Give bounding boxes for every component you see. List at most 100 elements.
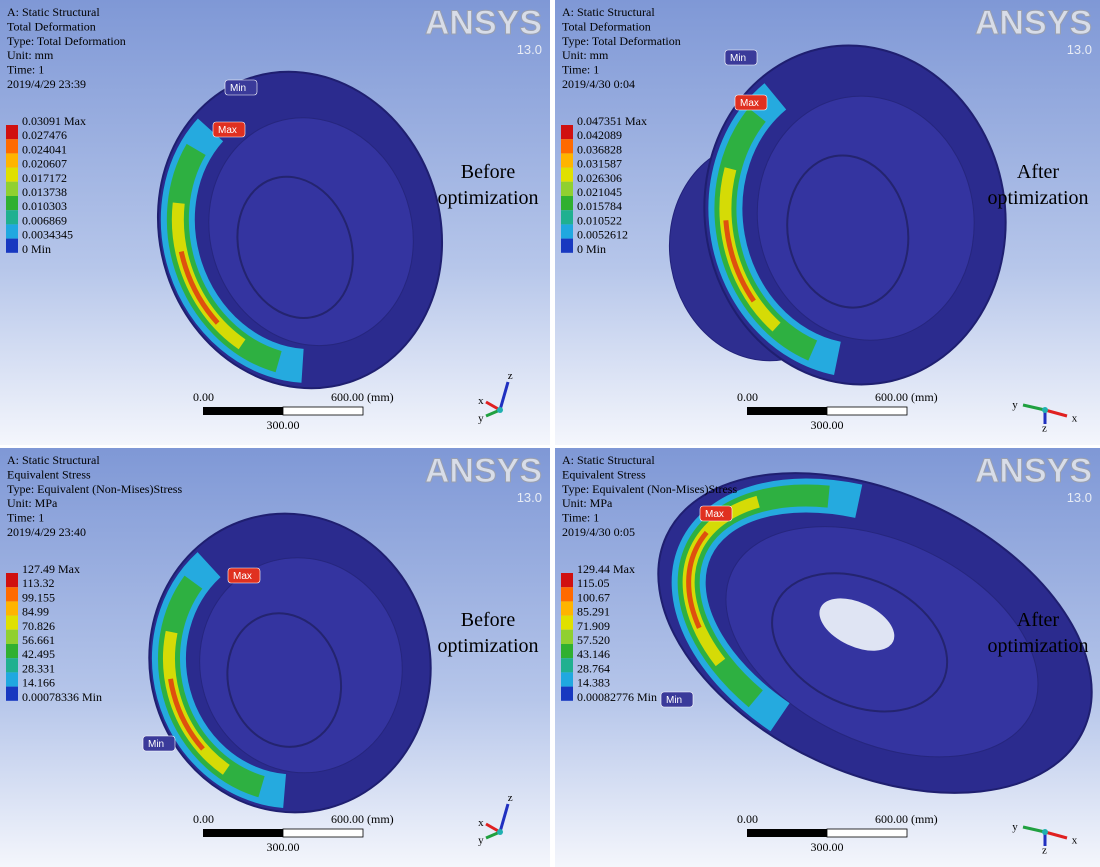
legend-label: 0.010522: [577, 213, 622, 227]
header-line: 2019/4/30 0:05: [562, 525, 635, 539]
triad-label: x: [478, 395, 484, 407]
legend-swatch: [6, 587, 18, 601]
legend-label: 0.010303: [22, 199, 67, 213]
legend-label: 43.146: [577, 647, 610, 661]
caption: optimization: [987, 635, 1088, 657]
legend-label: 0.0052612: [577, 228, 628, 242]
scale-left: 0.00: [737, 390, 758, 404]
tag-max-label: Max: [218, 125, 237, 136]
version: 13.0: [1067, 42, 1092, 57]
legend-swatch: [6, 644, 18, 658]
triad-label: z: [1042, 423, 1047, 435]
logo: ANSYS: [975, 452, 1092, 490]
scale-mid: 300.00: [267, 840, 300, 854]
triad-label: z: [508, 370, 513, 382]
legend-swatch: [561, 672, 573, 686]
legend-swatch: [6, 239, 18, 253]
header-line: Unit: MPa: [7, 496, 58, 510]
legend-swatch: [561, 587, 573, 601]
scale-mid: 300.00: [811, 418, 844, 432]
legend-label: 0.020607: [22, 157, 67, 171]
header-line: Type: Equivalent (Non-Mises)Stress: [7, 482, 182, 496]
legend-label: 57.520: [577, 633, 610, 647]
legend-swatch: [6, 658, 18, 672]
legend-label: 84.99: [22, 605, 49, 619]
header-line: A: Static Structural: [562, 453, 655, 467]
triad-label: x: [1072, 413, 1078, 425]
tag-min-label: Min: [230, 83, 246, 94]
legend-swatch: [6, 601, 18, 615]
legend-swatch: [6, 672, 18, 686]
tag-min-label: Min: [730, 53, 746, 64]
legend-swatch: [561, 601, 573, 615]
legend-label: 129.44 Max: [577, 562, 635, 576]
scale-white: [827, 829, 907, 837]
legend-swatch: [6, 153, 18, 167]
logo: ANSYS: [425, 4, 542, 42]
caption: optimization: [987, 187, 1088, 209]
scale-left: 0.00: [737, 812, 758, 826]
legend-swatch: [6, 196, 18, 210]
header-line: Unit: MPa: [562, 496, 613, 510]
legend-swatch: [561, 139, 573, 153]
legend-label: 85.291: [577, 605, 610, 619]
legend-swatch: [561, 125, 573, 139]
triad-origin: [497, 829, 503, 835]
legend-swatch: [6, 616, 18, 630]
logo: ANSYS: [975, 4, 1092, 42]
scale-mid: 300.00: [811, 840, 844, 854]
scale-white: [283, 407, 363, 415]
legend-label: 0 Min: [577, 242, 606, 256]
legend-label: 56.661: [22, 633, 55, 647]
tag-min-label: Min: [148, 739, 164, 750]
legend-label: 71.909: [577, 619, 610, 633]
scale-white: [283, 829, 363, 837]
legend-swatch: [561, 644, 573, 658]
legend-label: 14.166: [22, 676, 55, 690]
header-line: Type: Total Deformation: [562, 34, 681, 48]
legend-label: 0.047351 Max: [577, 114, 647, 128]
header-line: 2019/4/29 23:40: [7, 525, 86, 539]
header-line: Time: 1: [562, 511, 599, 525]
scale-right: 600.00 (mm): [331, 812, 394, 826]
legend-swatch: [6, 168, 18, 182]
version: 13.0: [1067, 490, 1092, 505]
triad-label: y: [1012, 399, 1018, 411]
caption: optimization: [437, 187, 538, 209]
caption: After: [1017, 609, 1060, 631]
legend-label: 0.036828: [577, 142, 622, 156]
header-line: 2019/4/30 0:04: [562, 77, 635, 91]
legend-label: 0.026306: [577, 171, 622, 185]
legend-swatch: [561, 616, 573, 630]
legend-label: 70.826: [22, 619, 55, 633]
header-line: Equivalent Stress: [562, 467, 646, 481]
triad-label: x: [478, 817, 484, 829]
legend-swatch: [561, 153, 573, 167]
viewport: MaxMinA: Static StructuralTotal Deformat…: [0, 0, 550, 445]
legend-label: 115.05: [577, 576, 610, 590]
legend-label: 0.031587: [577, 157, 622, 171]
legend-label: 0.013738: [22, 185, 67, 199]
header-line: A: Static Structural: [7, 453, 100, 467]
tag-max-label: Max: [705, 509, 724, 520]
caption: optimization: [437, 635, 538, 657]
legend-label: 113.32: [22, 576, 55, 590]
tag-min-label: Min: [666, 695, 682, 706]
header-line: Time: 1: [7, 63, 44, 77]
scale-right: 600.00 (mm): [875, 812, 938, 826]
legend-swatch: [6, 210, 18, 224]
legend-swatch: [561, 182, 573, 196]
legend-label: 0.00078336 Min: [22, 690, 102, 704]
version: 13.0: [517, 490, 542, 505]
triad-label: y: [1012, 821, 1018, 833]
triad-label: x: [1072, 835, 1078, 847]
legend-label: 0.015784: [577, 199, 622, 213]
legend-swatch: [561, 573, 573, 587]
legend-label: 28.764: [577, 661, 610, 675]
scale-left: 0.00: [193, 390, 214, 404]
triad-label: y: [478, 413, 484, 425]
triad-origin: [1042, 829, 1048, 835]
legend-label: 100.67: [577, 590, 610, 604]
legend-swatch: [561, 196, 573, 210]
scale-black: [203, 829, 283, 837]
